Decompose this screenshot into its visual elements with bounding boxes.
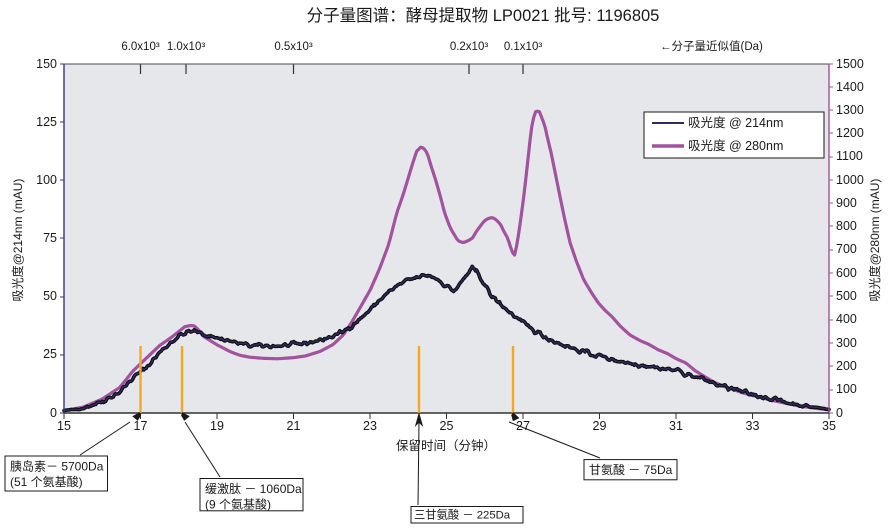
svg-text:17: 17	[134, 419, 148, 433]
svg-text:吸光度@280nm (mAU): 吸光度@280nm (mAU)	[867, 179, 882, 302]
svg-text:75: 75	[43, 231, 57, 245]
svg-text:50: 50	[43, 289, 57, 303]
svg-text:700: 700	[836, 242, 857, 256]
svg-text:0.5x10³: 0.5x10³	[274, 41, 313, 53]
svg-text:400: 400	[836, 312, 857, 326]
svg-text:三甘氨酸 － 225Da: 三甘氨酸 － 225Da	[414, 508, 511, 522]
svg-text:500: 500	[836, 289, 857, 303]
svg-text:100: 100	[836, 382, 857, 396]
svg-text:21: 21	[287, 419, 301, 433]
svg-text:125: 125	[36, 115, 57, 129]
svg-text:1500: 1500	[836, 57, 864, 71]
svg-text:吸光度 @ 280nm: 吸光度 @ 280nm	[688, 138, 783, 153]
svg-text:0: 0	[836, 406, 843, 420]
svg-text:1200: 1200	[836, 126, 864, 140]
svg-text:6.0x10³: 6.0x10³	[121, 41, 160, 53]
svg-text:分子量图谱：酵母提取物 LP0021 批号: 119680: 分子量图谱：酵母提取物 LP0021 批号: 1196805	[307, 6, 660, 25]
svg-text:29: 29	[593, 419, 607, 433]
svg-text:1000: 1000	[836, 173, 864, 187]
svg-text:150: 150	[36, 57, 57, 71]
svg-text:25: 25	[440, 419, 454, 433]
svg-text:800: 800	[836, 219, 857, 233]
svg-text:200: 200	[836, 359, 857, 373]
svg-text:33: 33	[746, 419, 760, 433]
svg-text:1100: 1100	[836, 149, 863, 163]
svg-text:100: 100	[36, 173, 57, 187]
svg-text:1400: 1400	[836, 80, 864, 94]
svg-text:吸光度 @ 214nm: 吸光度 @ 214nm	[688, 115, 783, 130]
svg-text:缓激肽 － 1060Da: 缓激肽 － 1060Da	[205, 481, 302, 496]
svg-text:0.2x10³: 0.2x10³	[450, 41, 489, 53]
svg-text:1.0x10³: 1.0x10³	[167, 41, 206, 53]
svg-text:←分子量近似值(Da): ←分子量近似值(Da)	[660, 40, 763, 53]
svg-text:保留时间（分钟）: 保留时间（分钟）	[396, 438, 496, 453]
svg-text:15: 15	[57, 419, 71, 433]
svg-text:35: 35	[822, 419, 836, 433]
svg-text:23: 23	[363, 419, 377, 433]
svg-text:胰岛素－ 5700Da: 胰岛素－ 5700Da	[10, 459, 104, 474]
svg-text:31: 31	[669, 419, 683, 433]
svg-text:0.1x10³: 0.1x10³	[504, 41, 543, 53]
svg-text:25: 25	[43, 347, 57, 361]
svg-text:(9 个氨基酸): (9 个氨基酸)	[205, 497, 271, 512]
svg-text:900: 900	[836, 196, 857, 210]
svg-text:甘氨酸 － 75Da: 甘氨酸 － 75Da	[589, 462, 673, 477]
svg-text:600: 600	[836, 266, 857, 280]
svg-text:(51 个氨基酸): (51 个氨基酸)	[10, 474, 83, 489]
svg-text:0: 0	[50, 406, 57, 420]
svg-text:19: 19	[210, 419, 224, 433]
svg-text:吸光度@214nm (mAU): 吸光度@214nm (mAU)	[10, 179, 25, 302]
svg-text:300: 300	[836, 336, 857, 350]
svg-text:1300: 1300	[836, 103, 864, 117]
